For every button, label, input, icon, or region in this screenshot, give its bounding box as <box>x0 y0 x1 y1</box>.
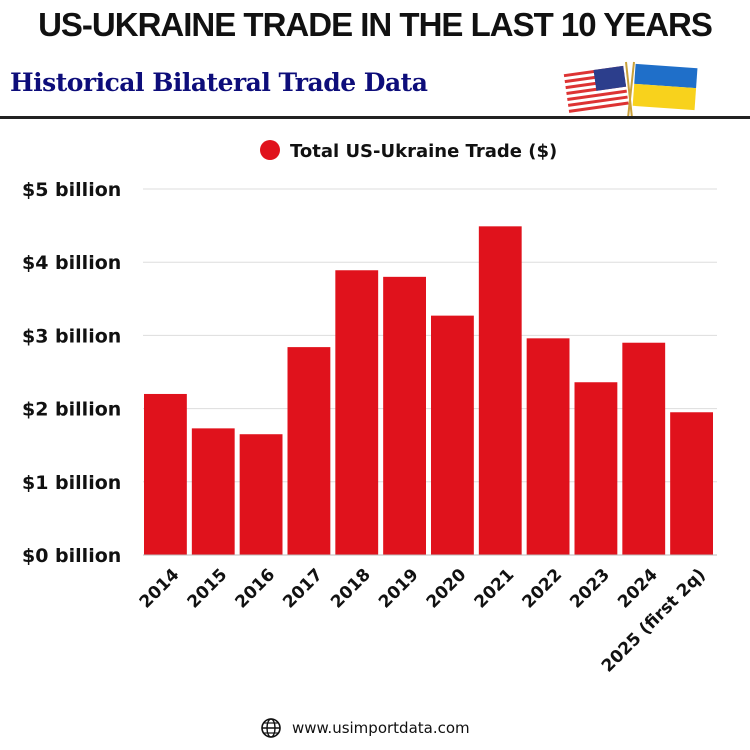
footer: www.usimportdata.com <box>260 717 470 739</box>
x-tick-label: 2014 <box>136 565 184 613</box>
legend-label: Total US-Ukraine Trade ($) <box>290 141 557 162</box>
x-tick-label: 2015 <box>184 565 232 613</box>
x-tick-label: 2019 <box>375 565 423 613</box>
bar-chart: $0 billion $1 billion $2 billion $3 billion… <box>22 140 717 677</box>
legend-marker <box>260 140 280 160</box>
y-tick-label: $4 billion <box>22 252 121 274</box>
y-tick-label: $1 billion <box>22 472 121 494</box>
x-tick-label: 2021 <box>471 565 519 613</box>
globe-icon <box>261 718 281 738</box>
bar-2014 <box>144 393 187 555</box>
x-tick-label: 2017 <box>279 565 327 613</box>
header-divider <box>0 116 750 119</box>
y-tick-label: $3 billion <box>22 325 121 347</box>
bar-2021 <box>478 226 522 555</box>
x-tick-label: 2022 <box>518 565 566 613</box>
y-tick-label: $2 billion <box>22 399 121 421</box>
bar-2023 <box>574 382 618 555</box>
y-tick-label: $5 billion <box>22 179 121 201</box>
bar-2018 <box>335 270 379 555</box>
x-tick-label: 2016 <box>231 565 279 613</box>
x-tick-label: 2023 <box>566 565 614 613</box>
bar-2024 <box>622 342 666 555</box>
bar-2020 <box>431 315 474 555</box>
bar-2016 <box>239 434 283 555</box>
bar-2022 <box>526 338 570 555</box>
page-subtitle: Historical Bilateral Trade Data <box>10 68 428 97</box>
bar-2015 <box>191 428 235 555</box>
us-ukraine-flags-icon <box>563 61 698 118</box>
bar-2019 <box>383 276 426 555</box>
page-title: US-UKRAINE TRADE IN THE LAST 10 YEARS <box>38 6 713 43</box>
y-tick-label: $0 billion <box>22 545 121 567</box>
x-tick-label: 2018 <box>327 565 375 613</box>
website-link[interactable]: www.usimportdata.com <box>292 719 470 737</box>
x-tick-label: 2020 <box>423 565 471 613</box>
bar-2017 <box>287 347 331 555</box>
bar-2025 (first 2q) <box>670 412 713 555</box>
